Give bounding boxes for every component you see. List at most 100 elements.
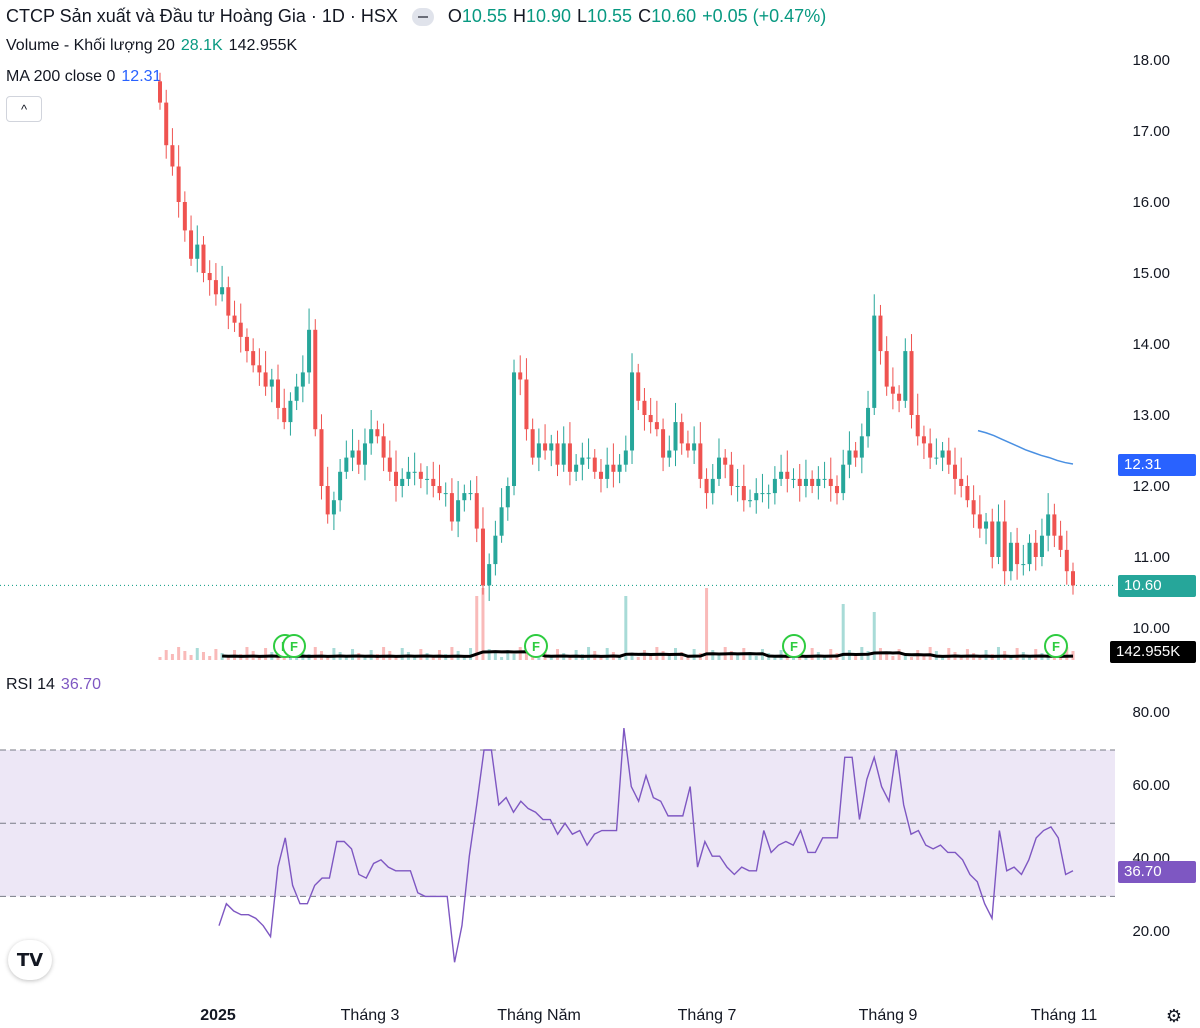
volume-bar xyxy=(226,657,230,660)
ohlc-high: H10.90 xyxy=(512,6,571,26)
marker-circle xyxy=(282,634,306,658)
candle xyxy=(288,400,293,423)
candle xyxy=(940,450,945,458)
candle xyxy=(493,535,498,565)
volume-bar xyxy=(363,657,367,660)
candle xyxy=(263,372,268,387)
volume-bar xyxy=(903,653,907,660)
volume-bar xyxy=(158,657,162,660)
volume-bar xyxy=(568,657,572,660)
candle xyxy=(1046,514,1051,536)
candle xyxy=(592,457,597,472)
volume-legend[interactable]: Volume - Khối lượng 20 28.1K 142.955K xyxy=(6,37,297,55)
candle xyxy=(412,471,417,473)
candle xyxy=(797,478,802,486)
marker-circle xyxy=(782,634,806,658)
volume-bar xyxy=(431,657,435,660)
volume-bar xyxy=(773,657,777,660)
candle xyxy=(207,273,212,281)
candle xyxy=(760,493,765,495)
candle xyxy=(530,429,535,458)
volume-bar xyxy=(587,647,591,660)
ma-price-tag: 12.31 xyxy=(1118,454,1196,476)
candle xyxy=(1002,521,1007,572)
candle xyxy=(512,372,517,486)
volume-bar xyxy=(978,657,982,660)
candle xyxy=(431,478,436,486)
candle xyxy=(468,493,473,495)
candle xyxy=(418,471,423,479)
candle xyxy=(387,457,392,472)
volume-bar xyxy=(854,654,858,660)
candle xyxy=(369,429,374,444)
candle xyxy=(946,450,951,465)
volume-bar xyxy=(164,650,168,660)
time-axis-label: Tháng 3 xyxy=(340,1007,400,1024)
candle xyxy=(164,102,169,146)
marker-label: F xyxy=(290,639,298,654)
financial-event-marker[interactable]: F xyxy=(282,634,306,658)
collapse-legend-button[interactable]: ^ xyxy=(6,96,42,122)
candle xyxy=(971,500,976,515)
price-chart[interactable]: FFFFF xyxy=(0,0,1200,668)
candle xyxy=(990,521,995,557)
candle xyxy=(381,436,386,458)
volume-bar xyxy=(680,652,684,660)
candle xyxy=(834,486,839,494)
volume-legend-label: Volume - Khối lượng 20 xyxy=(6,37,175,54)
ma-legend-label: MA 200 close 0 xyxy=(6,68,116,85)
volume-bar xyxy=(717,654,721,660)
financial-event-marker[interactable]: F xyxy=(782,634,806,658)
candle xyxy=(648,415,653,423)
settings-gear-icon[interactable]: ⚙ xyxy=(1165,1006,1182,1026)
volume-bar xyxy=(1015,648,1019,660)
candle xyxy=(1058,535,1063,550)
rsi-chart[interactable] xyxy=(0,670,1200,1000)
candle xyxy=(903,351,908,401)
rsi-line xyxy=(218,727,1074,963)
candle xyxy=(928,443,933,458)
candle xyxy=(872,315,877,408)
volume-bar xyxy=(189,655,193,660)
financial-event-marker[interactable]: F xyxy=(1044,634,1068,658)
volume-bar xyxy=(872,612,876,660)
volume-bar xyxy=(400,648,404,660)
time-axis-label: 2025 xyxy=(200,1007,236,1024)
volume-bar xyxy=(1071,651,1075,660)
candle xyxy=(623,450,628,465)
candle xyxy=(934,457,939,459)
rsi-legend[interactable]: RSI 14 36.70 xyxy=(6,676,101,694)
ma-legend[interactable]: MA 200 close 0 12.31 xyxy=(6,68,161,86)
time-axis-label: Tháng 7 xyxy=(677,1007,737,1024)
candle xyxy=(536,443,541,458)
financial-event-marker[interactable]: F xyxy=(524,634,548,658)
candle xyxy=(518,372,523,380)
candle xyxy=(437,486,442,494)
volume-bar xyxy=(624,596,628,660)
volume-bar xyxy=(214,649,218,660)
candle xyxy=(952,464,957,479)
candle xyxy=(344,457,349,472)
volume-legend-value1: 28.1K xyxy=(180,37,223,54)
volume-bar xyxy=(705,588,709,660)
candle xyxy=(238,322,243,337)
tradingview-logo[interactable]: TV xyxy=(8,940,52,980)
toggle-legend-icon[interactable] xyxy=(411,7,434,26)
price-axis-label: 12.00 xyxy=(1132,478,1170,495)
volume-bar xyxy=(413,656,417,660)
marker-label: F xyxy=(532,639,540,654)
symbol-title[interactable]: CTCP Sản xuất và Đầu tư Hoàng Gia · 1D ·… xyxy=(6,6,398,26)
volume-bar xyxy=(891,656,895,660)
last-price-tag: 10.60 xyxy=(1118,575,1196,597)
time-axis-label: Tháng Năm xyxy=(497,1007,581,1024)
marker-label: F xyxy=(1052,639,1060,654)
marker-circle xyxy=(1044,634,1068,658)
candle xyxy=(524,379,529,430)
volume-bar xyxy=(1028,656,1032,660)
candle xyxy=(915,415,920,437)
candle xyxy=(909,351,914,415)
candle xyxy=(561,443,566,465)
volume-bar xyxy=(493,653,497,660)
volume-bar xyxy=(332,648,336,660)
candle xyxy=(213,280,218,295)
